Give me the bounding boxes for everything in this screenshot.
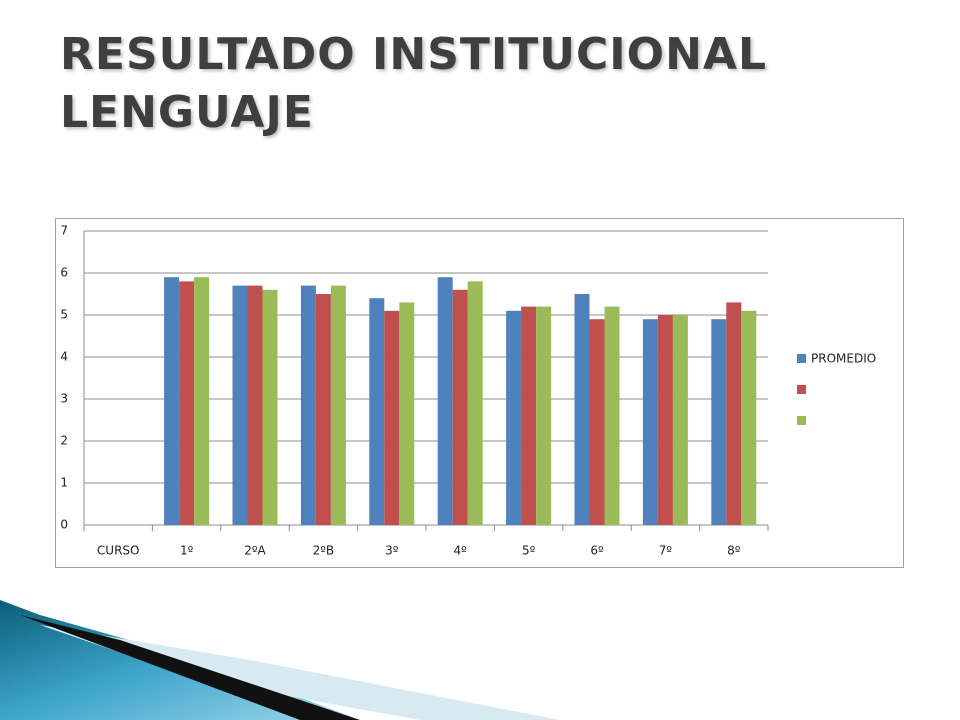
decor-swoosh-dark (20, 615, 360, 720)
x-tick-label: 2ºB (313, 544, 335, 558)
bar (467, 281, 483, 525)
bar (179, 281, 195, 525)
y-tick-label: 1 (60, 476, 68, 490)
x-tick-label: 3º (385, 544, 399, 558)
bar (521, 306, 537, 525)
bar (164, 277, 180, 525)
bar (369, 298, 385, 525)
bar (232, 285, 248, 525)
decor-swoosh-light (40, 625, 560, 720)
bar (726, 302, 742, 525)
x-tick-label: 5º (522, 544, 536, 558)
bar (536, 306, 552, 525)
bar (574, 294, 590, 525)
bar (194, 277, 210, 525)
bar (330, 285, 346, 525)
bar (711, 319, 727, 525)
x-tick-label: 1º (180, 544, 194, 558)
bar (642, 319, 658, 525)
x-tick-label: CURSO (97, 544, 140, 558)
x-tick-label: 6º (590, 544, 604, 558)
bar (672, 315, 688, 525)
bar (506, 310, 522, 525)
legend-swatch (797, 354, 806, 363)
y-tick-label: 3 (60, 392, 68, 406)
y-tick-label: 2 (60, 434, 68, 448)
x-tick-label: 4º (454, 544, 468, 558)
bar (452, 289, 468, 525)
bar (300, 285, 316, 525)
x-tick-label: 2ºA (244, 544, 266, 558)
bar (437, 277, 453, 525)
x-tick-label: 7º (659, 544, 673, 558)
bar (604, 306, 620, 525)
bar (262, 289, 278, 525)
bar (657, 315, 673, 525)
y-tick-label: 7 (60, 224, 68, 238)
y-tick-label: 5 (60, 308, 68, 322)
bar (315, 294, 331, 525)
bar (247, 285, 263, 525)
legend-swatch (797, 416, 806, 425)
bar (384, 310, 400, 525)
bar (741, 310, 757, 525)
bar (589, 319, 605, 525)
bar (399, 302, 415, 525)
slide-title: RESULTADO INSTITUCIONAL LENGUAJE (60, 29, 767, 138)
legend-label: PROMEDIO (811, 352, 876, 366)
y-tick-label: 0 (60, 518, 68, 532)
legend-swatch (797, 385, 806, 394)
y-tick-label: 6 (60, 266, 68, 280)
y-tick-label: 4 (60, 350, 68, 364)
x-tick-label: 8º (727, 544, 741, 558)
